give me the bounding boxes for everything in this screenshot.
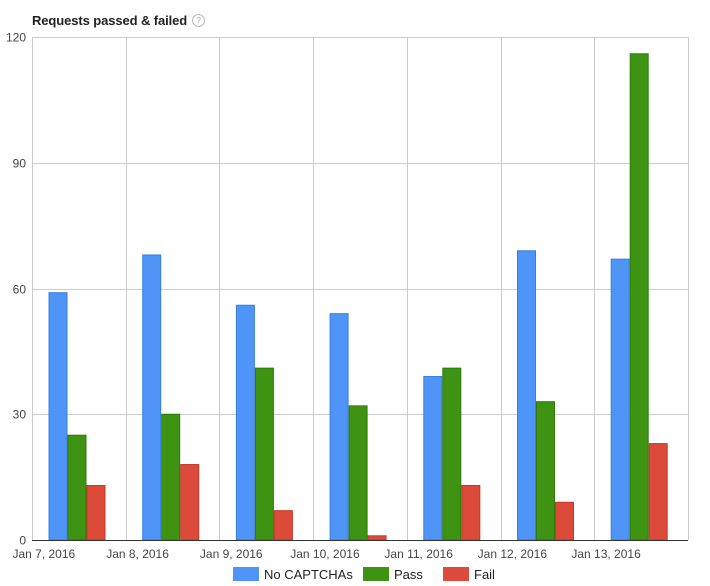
- legend-label: Fail: [474, 567, 495, 582]
- legend-swatch: [363, 567, 389, 581]
- x-tick-label: Jan 9, 2016: [200, 547, 263, 561]
- legend-item-pass[interactable]: Pass: [363, 567, 423, 582]
- legend: No CAPTCHAs Pass Fail: [233, 567, 495, 582]
- bar-pass-1[interactable]: [67, 434, 87, 541]
- bar-fail-3[interactable]: [273, 510, 293, 541]
- bar-no-captchas-7[interactable]: [610, 258, 630, 541]
- bar-pass-3[interactable]: [254, 367, 274, 541]
- legend-item-fail[interactable]: Fail: [443, 567, 495, 582]
- bar-pass-2[interactable]: [161, 413, 181, 541]
- bar-fail-7[interactable]: [648, 443, 668, 541]
- bar-pass-6[interactable]: [536, 401, 555, 541]
- x-tick-label: Jan 12, 2016: [478, 547, 548, 561]
- bar-pass-7[interactable]: [629, 53, 649, 541]
- bar-no-captchas-3[interactable]: [235, 304, 255, 541]
- y-tick-label: 90: [13, 157, 27, 171]
- y-tick-label: 0: [19, 534, 26, 548]
- bar-no-captchas-5[interactable]: [423, 376, 443, 541]
- bar-no-captchas-4[interactable]: [329, 313, 349, 541]
- bar-no-captchas-6[interactable]: [517, 250, 536, 541]
- chart-title: Requests passed & failed: [32, 12, 188, 28]
- bar-fail-2[interactable]: [180, 464, 200, 541]
- question-mark-icon[interactable]: ?: [192, 13, 206, 27]
- chart-header: Requests passed & failed ?: [32, 11, 206, 29]
- bar-fail-6[interactable]: [555, 501, 574, 541]
- legend-label: No CAPTCHAs: [264, 567, 353, 582]
- y-tick-label: 120: [6, 31, 26, 45]
- bar-pass-5[interactable]: [442, 367, 462, 541]
- bar-fail-4[interactable]: [367, 535, 387, 541]
- bar-no-captchas-2[interactable]: [142, 254, 162, 541]
- bar-pass-4[interactable]: [348, 405, 368, 541]
- bar-no-captchas-1[interactable]: [48, 292, 68, 541]
- legend-item-no-captchas[interactable]: No CAPTCHAs: [233, 567, 353, 582]
- x-tick-label: Jan 8, 2016: [106, 547, 169, 561]
- x-tick-label: Jan 7, 2016: [12, 547, 75, 561]
- x-tick-label: Jan 11, 2016: [384, 547, 453, 561]
- x-tick-label: Jan 13, 2016: [571, 547, 641, 561]
- bar-fail-1[interactable]: [86, 485, 106, 541]
- legend-swatch: [443, 567, 469, 581]
- legend-label: Pass: [394, 567, 423, 582]
- y-tick-label: 30: [13, 408, 27, 422]
- y-tick-label: 60: [13, 283, 27, 297]
- legend-swatch: [233, 567, 259, 581]
- x-tick-label: Jan 10, 2016: [290, 547, 360, 561]
- bar-fail-5[interactable]: [461, 485, 481, 541]
